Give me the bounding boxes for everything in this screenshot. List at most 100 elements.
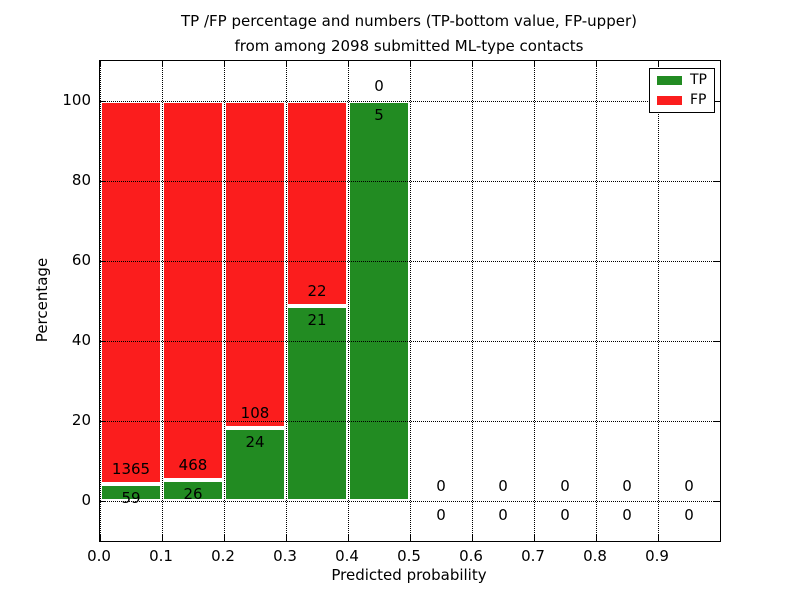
x-axis-label: Predicted probability [331,566,487,584]
x-tick-mark [409,535,411,541]
tp-bar-segment [348,101,410,501]
fp-bar-segment [100,101,162,485]
fp-count-label: 22 [307,281,327,300]
x-tick-label: 0.0 [87,547,111,565]
x-tick-label: 0.8 [583,547,607,565]
x-tick-mark [223,61,225,67]
tp-count-label: 0 [684,506,694,524]
x-tick-mark [161,61,163,67]
fp-count-label: 468 [178,455,208,474]
x-tick-mark [161,535,163,541]
tp-count-label: 5 [374,106,384,124]
fp-bar-segment [224,101,286,429]
tp-count-label: 0 [560,506,570,524]
x-tick-mark [533,61,535,67]
fp-legend-label: FP [690,92,707,108]
gridline-vertical [100,61,101,541]
gridline-vertical [286,61,287,541]
fp-count-label: 0 [374,77,384,95]
tp-bar-segment [286,305,348,501]
x-tick-mark [347,61,349,67]
fp-count-label: 108 [240,404,270,423]
tp-bar-segment [100,484,162,501]
gridline-vertical [658,61,659,541]
y-tick-label: 100 [62,91,91,109]
legend-row-fp: FP [657,93,707,108]
y-tick-mark [714,420,720,422]
fp-count-label: 0 [622,477,632,495]
fp-count-label: 0 [560,477,570,495]
x-tick-label: 0.2 [211,547,235,565]
tp-count-label: 26 [183,484,203,503]
y-tick-mark [100,500,106,502]
y-tick-label: 0 [81,491,91,509]
gridline-vertical [410,61,411,541]
tp-legend-swatch [657,76,682,85]
tp-count-label: 0 [436,506,446,524]
x-tick-mark [471,535,473,541]
gridline-vertical [596,61,597,541]
x-tick-mark [471,61,473,67]
gridline-vertical [348,61,349,541]
fp-count-label: 1365 [111,460,151,479]
x-tick-mark [285,61,287,67]
fp-count-label: 0 [436,477,446,495]
y-tick-mark [100,180,106,182]
x-tick-label: 0.1 [149,547,173,565]
gridline-vertical [162,61,163,541]
fp-count-label: 0 [684,477,694,495]
x-tick-mark [595,535,597,541]
x-tick-mark [99,535,101,541]
x-tick-mark [223,535,225,541]
x-tick-label: 0.9 [645,547,669,565]
tp-count-label: 21 [307,310,327,329]
x-tick-mark [347,535,349,541]
gridline-vertical [472,61,473,541]
tp-bar-segment [162,479,224,501]
y-axis-label: Percentage [33,257,51,343]
y-tick-mark [714,260,720,262]
tp-count-label: 0 [498,506,508,524]
x-tick-mark [595,61,597,67]
y-tick-mark [714,180,720,182]
x-tick-label: 0.3 [273,547,297,565]
y-tick-mark [714,100,720,102]
x-tick-mark [99,61,101,67]
x-tick-label: 0.5 [397,547,421,565]
x-tick-mark [533,535,535,541]
tp-count-label: 24 [245,433,265,452]
x-tick-label: 0.4 [335,547,359,565]
y-tick-label: 40 [71,331,91,349]
legend: TP FP [649,68,715,113]
x-tick-mark [657,535,659,541]
y-tick-mark [714,500,720,502]
gridline-vertical [534,61,535,541]
y-tick-mark [100,260,106,262]
x-tick-mark [657,61,659,67]
tp-legend-label: TP [690,72,707,88]
tp-bar-segment [224,428,286,501]
fp-count-label: 0 [498,477,508,495]
chart-title-line2: from among 2098 submitted ML-type contac… [234,37,584,55]
x-tick-mark [409,61,411,67]
fp-bar-segment [286,101,348,306]
chart-title: TP /FP percentage and numbers (TP-bottom… [99,9,719,59]
plot-area: TP FP 1365 59 468 26 108 24 22 21 0 5 0 0 0 0 0 0 0 0 0 0 [99,60,721,542]
y-tick-label: 60 [71,251,91,269]
fp-legend-swatch [657,96,682,105]
y-tick-mark [100,340,106,342]
chart-title-line1: TP /FP percentage and numbers (TP-bottom… [181,12,637,30]
fp-bar-segment [162,101,224,480]
y-tick-mark [100,100,106,102]
x-tick-label: 0.7 [521,547,545,565]
y-tick-mark [100,420,106,422]
tp-count-label: 0 [622,506,632,524]
y-tick-mark [714,340,720,342]
y-tick-label: 20 [71,411,91,429]
legend-row-tp: TP [657,73,707,88]
x-tick-label: 0.6 [459,547,483,565]
gridline-vertical [224,61,225,541]
x-tick-mark [285,535,287,541]
y-tick-label: 80 [71,171,91,189]
